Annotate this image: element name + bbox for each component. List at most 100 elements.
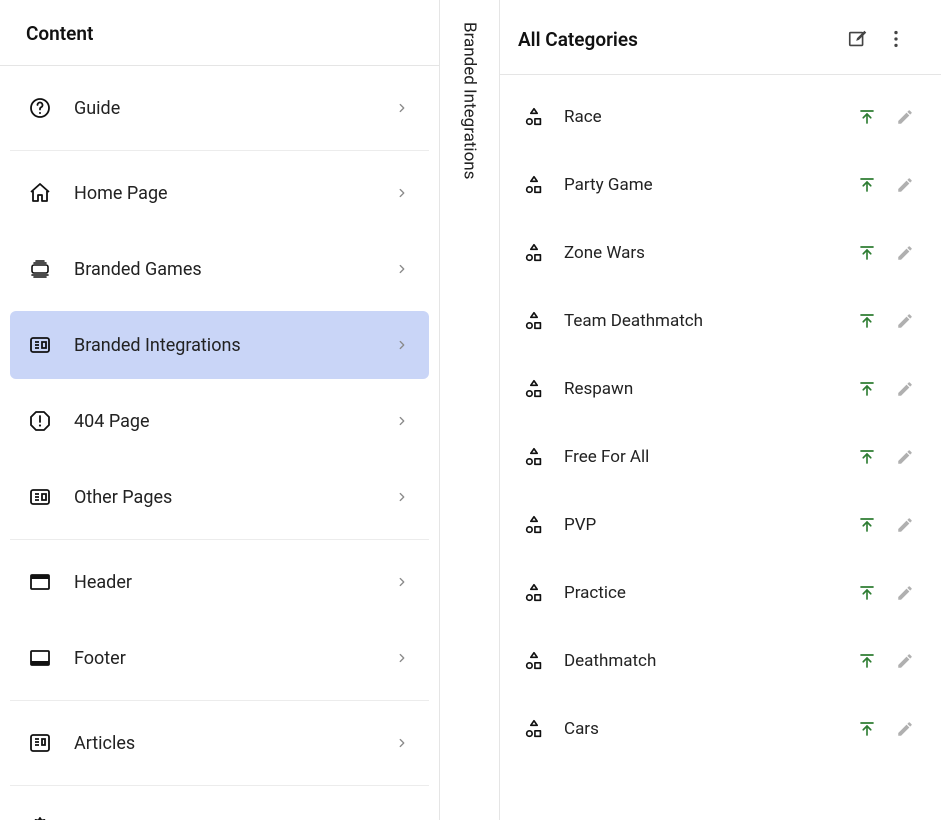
help-icon: [28, 96, 52, 120]
sidebar-item[interactable]: Global Configurations: [10, 794, 429, 820]
edit-button[interactable]: [895, 107, 915, 127]
sidebar-item[interactable]: 404 Page: [10, 387, 429, 455]
sidebar-item-label: Branded Games: [74, 259, 393, 280]
category-row[interactable]: PVP: [510, 491, 931, 559]
sidebar-title: Content: [0, 0, 439, 66]
category-label: Zone Wars: [564, 243, 857, 263]
publish-button[interactable]: [857, 311, 877, 331]
category-actions: [857, 311, 915, 331]
category-row[interactable]: Team Deathmatch: [510, 287, 931, 355]
more-button[interactable]: [877, 20, 915, 58]
category-shapes-icon: [522, 105, 546, 129]
edit-button[interactable]: [895, 447, 915, 467]
main-header: All Categories: [500, 0, 941, 75]
edit-button[interactable]: [895, 311, 915, 331]
sidebar-item-label: Guide: [74, 98, 393, 119]
category-row[interactable]: Race: [510, 83, 931, 151]
footer-icon: [28, 646, 52, 670]
publish-button[interactable]: [857, 243, 877, 263]
chevron-right-icon: [393, 573, 411, 591]
sidebar-group: Guide: [10, 74, 429, 151]
publish-button[interactable]: [857, 583, 877, 603]
sidebar-item[interactable]: Guide: [10, 74, 429, 142]
category-actions: [857, 107, 915, 127]
chevron-right-icon: [393, 488, 411, 506]
category-shapes-icon: [522, 377, 546, 401]
edit-button[interactable]: [895, 243, 915, 263]
category-label: Cars: [564, 719, 857, 739]
compose-button[interactable]: [839, 20, 877, 58]
layout-icon: [28, 485, 52, 509]
publish-button[interactable]: [857, 175, 877, 195]
sidebar-item[interactable]: Branded Games: [10, 235, 429, 303]
sidebar-item[interactable]: Branded Integrations: [10, 311, 429, 379]
sidebar-item-label: Branded Integrations: [74, 335, 393, 356]
sidebar-item-label: 404 Page: [74, 411, 393, 432]
category-row[interactable]: Free For All: [510, 423, 931, 491]
category-shapes-icon: [522, 309, 546, 333]
edit-button[interactable]: [895, 719, 915, 739]
category-label: Team Deathmatch: [564, 311, 857, 331]
edit-button[interactable]: [895, 651, 915, 671]
404-icon: [28, 409, 52, 433]
sidebar-item[interactable]: Home Page: [10, 159, 429, 227]
category-shapes-icon: [522, 241, 546, 265]
category-shapes-icon: [522, 513, 546, 537]
category-actions: [857, 175, 915, 195]
sidebar-group: Global Configurations: [10, 794, 429, 820]
category-label: Deathmatch: [564, 651, 857, 671]
publish-button[interactable]: [857, 719, 877, 739]
sidebar-group: Home Page Branded Games Branded Integratio…: [10, 159, 429, 540]
category-row[interactable]: Respawn: [510, 355, 931, 423]
sidebar-item-label: Articles: [74, 733, 393, 754]
category-row[interactable]: Zone Wars: [510, 219, 931, 287]
sidebar-item[interactable]: Other Pages: [10, 463, 429, 531]
chevron-right-icon: [393, 260, 411, 278]
edit-button[interactable]: [895, 379, 915, 399]
category-row[interactable]: Deathmatch: [510, 627, 931, 695]
category-label: Race: [564, 107, 857, 127]
sidebar-item-label: Other Pages: [74, 487, 393, 508]
edit-button[interactable]: [895, 583, 915, 603]
main-title: All Categories: [518, 28, 839, 51]
sidebar-item[interactable]: Header: [10, 548, 429, 616]
category-actions: [857, 651, 915, 671]
publish-button[interactable]: [857, 515, 877, 535]
sidebar-item-label: Home Page: [74, 183, 393, 204]
chevron-right-icon: [393, 336, 411, 354]
category-shapes-icon: [522, 445, 546, 469]
chevron-right-icon: [393, 649, 411, 667]
category-actions: [857, 583, 915, 603]
publish-button[interactable]: [857, 447, 877, 467]
edit-button[interactable]: [895, 175, 915, 195]
layout-icon: [28, 333, 52, 357]
chevron-right-icon: [393, 99, 411, 117]
sidebar-group: Articles: [10, 709, 429, 786]
chevron-right-icon: [393, 412, 411, 430]
edit-button[interactable]: [895, 515, 915, 535]
category-row[interactable]: Practice: [510, 559, 931, 627]
article-icon: [28, 731, 52, 755]
header-icon: [28, 570, 52, 594]
chevron-right-icon: [393, 734, 411, 752]
category-label: Free For All: [564, 447, 857, 467]
sidebar-nav-list: Guide Home Page Branded Games Branded Integ…: [0, 66, 439, 820]
sidebar-item-label: Header: [74, 572, 393, 593]
category-row[interactable]: Party Game: [510, 151, 931, 219]
category-row[interactable]: Cars: [510, 695, 931, 763]
category-actions: [857, 379, 915, 399]
publish-button[interactable]: [857, 107, 877, 127]
sidebar-item-label: Footer: [74, 648, 393, 669]
category-actions: [857, 719, 915, 739]
sidebar-item[interactable]: Articles: [10, 709, 429, 777]
category-actions: [857, 447, 915, 467]
publish-button[interactable]: [857, 379, 877, 399]
vertical-tab[interactable]: Branded Integrations: [440, 0, 500, 820]
category-list: Race Party Game Zone Wars Team Deathmatch Re…: [500, 75, 941, 820]
vertical-tab-label: Branded Integrations: [460, 22, 480, 179]
sidebar-item[interactable]: Footer: [10, 624, 429, 692]
sidebar-group: Header Footer: [10, 548, 429, 701]
publish-button[interactable]: [857, 651, 877, 671]
category-shapes-icon: [522, 717, 546, 741]
category-label: Respawn: [564, 379, 857, 399]
